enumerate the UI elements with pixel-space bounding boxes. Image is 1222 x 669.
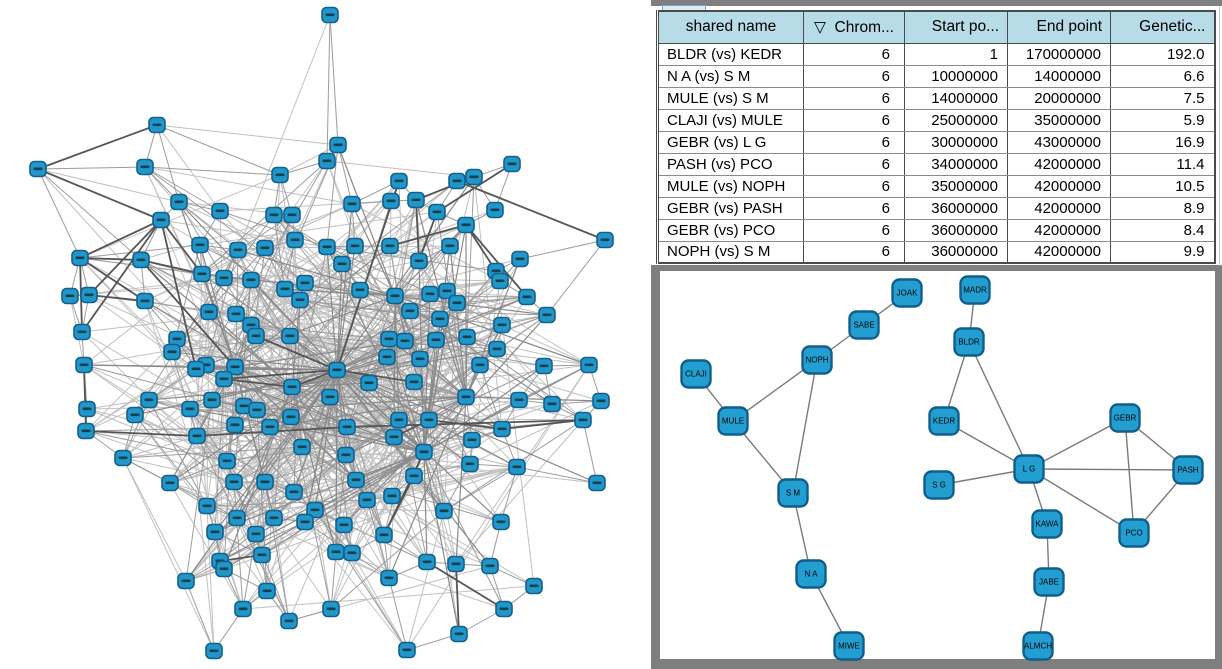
svg-text:S G: S G: [932, 481, 946, 490]
svg-text:GEBR: GEBR: [1114, 414, 1137, 423]
svg-text:ALMCH: ALMCH: [1024, 642, 1052, 651]
svg-text:N A: N A: [805, 570, 819, 579]
svg-text:L G: L G: [1023, 465, 1036, 474]
svg-text:S M: S M: [786, 489, 801, 498]
svg-text:JABE: JABE: [1039, 578, 1059, 587]
svg-text:PCO: PCO: [1125, 529, 1142, 538]
svg-text:KEDR: KEDR: [933, 417, 955, 426]
svg-text:JOAK: JOAK: [897, 289, 919, 298]
svg-text:MIWE: MIWE: [838, 642, 860, 651]
svg-text:KAWA: KAWA: [1036, 520, 1060, 529]
svg-text:NOPH: NOPH: [805, 356, 828, 365]
svg-text:MADR: MADR: [963, 286, 987, 295]
svg-text:SABE: SABE: [853, 321, 874, 330]
svg-text:MULE: MULE: [722, 417, 744, 426]
svg-text:BLDR: BLDR: [958, 338, 980, 347]
svg-text:PASH: PASH: [1177, 466, 1198, 475]
svg-text:CLAJI: CLAJI: [685, 370, 707, 379]
